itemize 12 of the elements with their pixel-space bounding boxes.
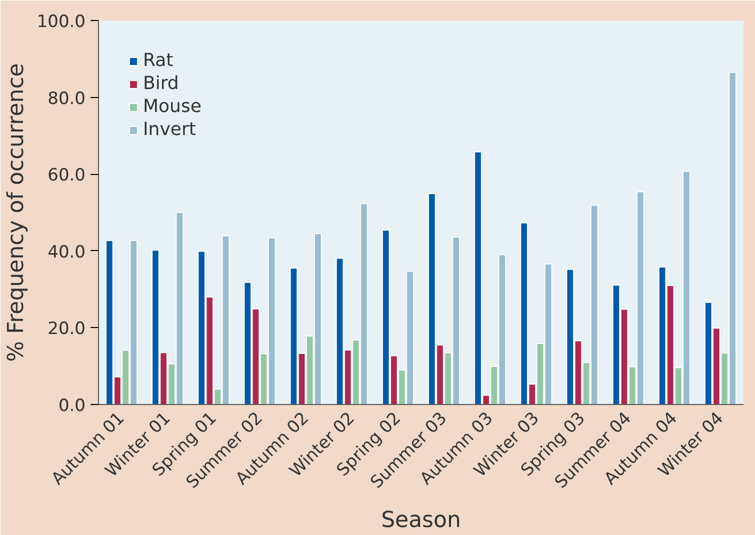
y-tick-label: 40.0 [48, 242, 86, 262]
y-tick-label: 0.0 [58, 396, 86, 416]
legend-label: Rat [143, 50, 174, 71]
legend-label: Mouse [143, 96, 202, 117]
y-tick-label: 60.0 [48, 166, 86, 186]
legend-label: Bird [143, 73, 179, 94]
x-axis-title: Season [381, 508, 461, 533]
y-axis-title: % Frequency of occurrence [4, 63, 29, 362]
y-tick-label: 100.0 [36, 12, 86, 32]
legend-label: Invert [143, 119, 196, 140]
y-tick-label: 20.0 [48, 319, 86, 340]
y-tick-label: 80.0 [48, 88, 86, 109]
